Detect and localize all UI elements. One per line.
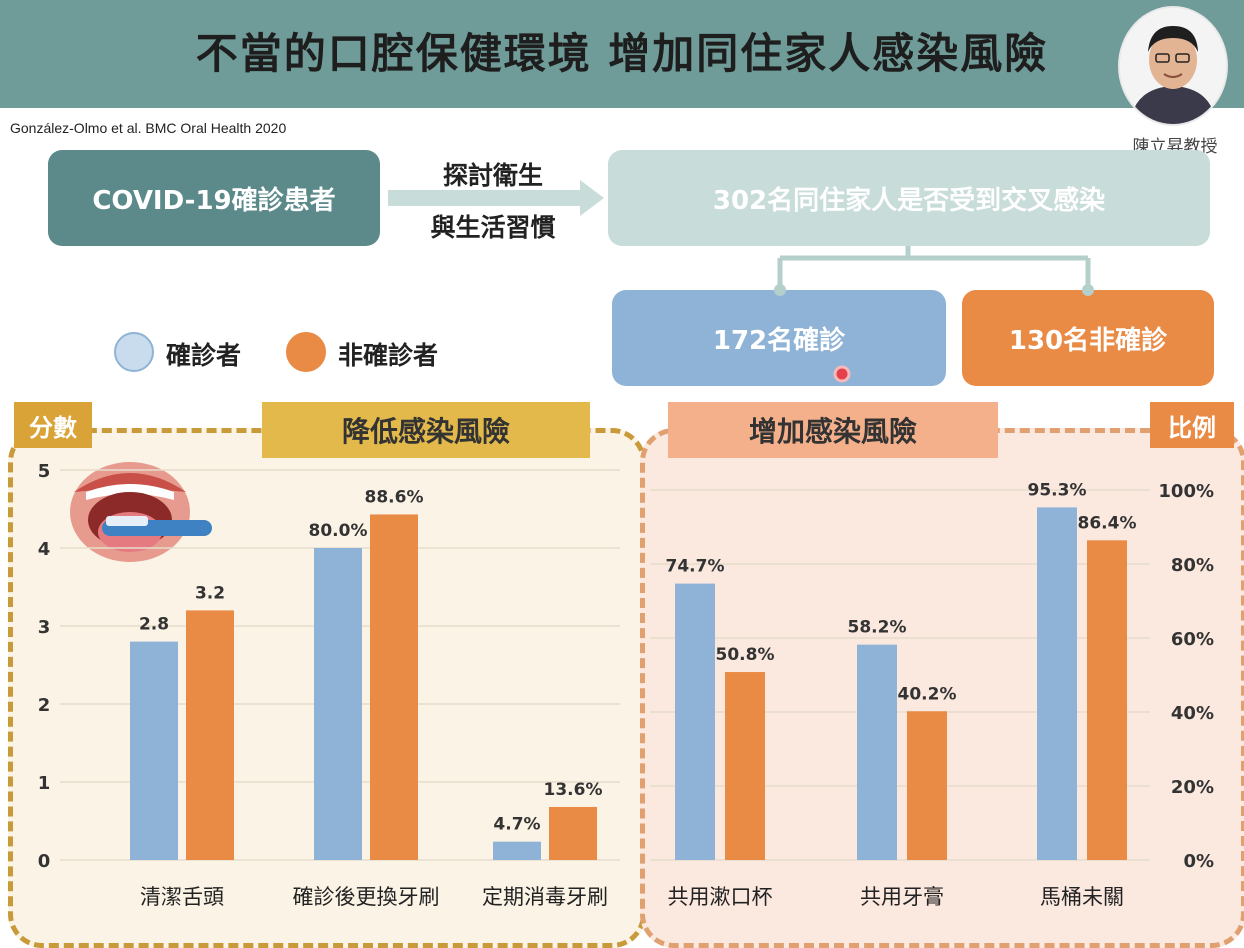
lower-risk-tag: 降低感染風險 (262, 402, 590, 458)
data-label: 3.2 (195, 583, 225, 603)
presenter-avatar (1118, 6, 1228, 126)
charts-svg: 0 1 2 3 4 5 2.8 3.2 清潔舌頭 80.0% 88.6% 確診後更換牙刷 4.7%13.… (38, 461, 1214, 909)
y-tick-label: 3 (38, 617, 51, 638)
category-label: 定期消毒牙刷 (482, 885, 608, 909)
data-label: 4.7% (493, 815, 540, 835)
method-line-2: 與生活習慣 (430, 213, 556, 242)
data-label: 2.8 (139, 615, 169, 635)
data-label: 40.2% (898, 684, 957, 704)
legend-uninfected-label: 非確診者 (338, 341, 439, 370)
y-tick-label: 20% (1171, 777, 1214, 798)
bar (857, 644, 897, 860)
y-tick-label: 80% (1171, 555, 1214, 576)
category-label: 馬桶未關 (1040, 885, 1124, 909)
y-tick-label: 4 (38, 539, 51, 560)
bar (314, 548, 362, 860)
category-label: 清潔舌頭 (140, 885, 224, 909)
data-label: 88.6% (365, 487, 424, 507)
bar (1087, 540, 1127, 860)
data-label: 13.6% (544, 780, 603, 800)
legend-uninfected-swatch (286, 332, 326, 372)
category-label: 共用漱口杯 (668, 885, 773, 909)
y-tick-label: 1 (38, 773, 51, 794)
bar (907, 711, 947, 860)
data-label: 95.3% (1028, 480, 1087, 500)
infected-box: 172名確診 (612, 290, 946, 386)
bar (1037, 507, 1077, 860)
presenter-portrait-icon (1120, 8, 1226, 124)
bar (493, 841, 541, 860)
mouth-toothbrush-icon (70, 462, 212, 562)
uninfected-box: 130名非確診 (962, 290, 1214, 386)
lower-risk-chart: 0 1 2 3 4 5 2.8 3.2 清潔舌頭 80.0% 88.6% 確診後更換牙刷 4.7%13.… (38, 461, 620, 909)
y-tick-label: 60% (1171, 629, 1214, 650)
title-bar (0, 0, 1244, 108)
raise-risk-tag: 增加感染風險 (668, 402, 998, 458)
bar (725, 672, 765, 860)
y-tick-label: 0 (38, 851, 51, 872)
y-tick-label: 100% (1158, 481, 1214, 502)
bar (675, 583, 715, 860)
raise-risk-chart: 0% 20% 40% 60% 80% 100% 74.7% 50.8% 共用漱口杯 58.2% 40… (650, 480, 1214, 909)
patients-box: COVID-19確診患者 (48, 150, 380, 246)
bar (130, 641, 178, 860)
bar (370, 514, 418, 860)
y-tick-label: 0% (1183, 851, 1214, 872)
legend-infected-label: 確診者 (166, 341, 242, 370)
data-label: 74.7% (666, 557, 725, 577)
y-tick-label: 2 (38, 695, 51, 716)
legend-infected-swatch (114, 332, 154, 372)
ratio-axis-tag: 比例 (1150, 402, 1234, 448)
household-box: 302名同住家人是否受到交叉感染 (608, 150, 1210, 246)
y-tick-label: 40% (1171, 703, 1214, 724)
data-label: 86.4% (1078, 513, 1137, 533)
bar (549, 806, 597, 860)
citation: González-Olmo et al. BMC Oral Health 202… (10, 120, 287, 136)
bar (186, 610, 234, 860)
y-tick-label: 5 (38, 461, 51, 482)
data-label: 80.0% (309, 521, 368, 541)
data-label: 50.8% (716, 645, 775, 665)
category-label: 確診後更換牙刷 (293, 885, 440, 909)
data-label: 58.2% (848, 618, 907, 638)
category-label: 共用牙膏 (860, 885, 944, 909)
page-title: 不當的口腔保健環境 增加同住家人感染風險 (195, 29, 1049, 78)
score-axis-tag: 分數 (14, 402, 92, 448)
